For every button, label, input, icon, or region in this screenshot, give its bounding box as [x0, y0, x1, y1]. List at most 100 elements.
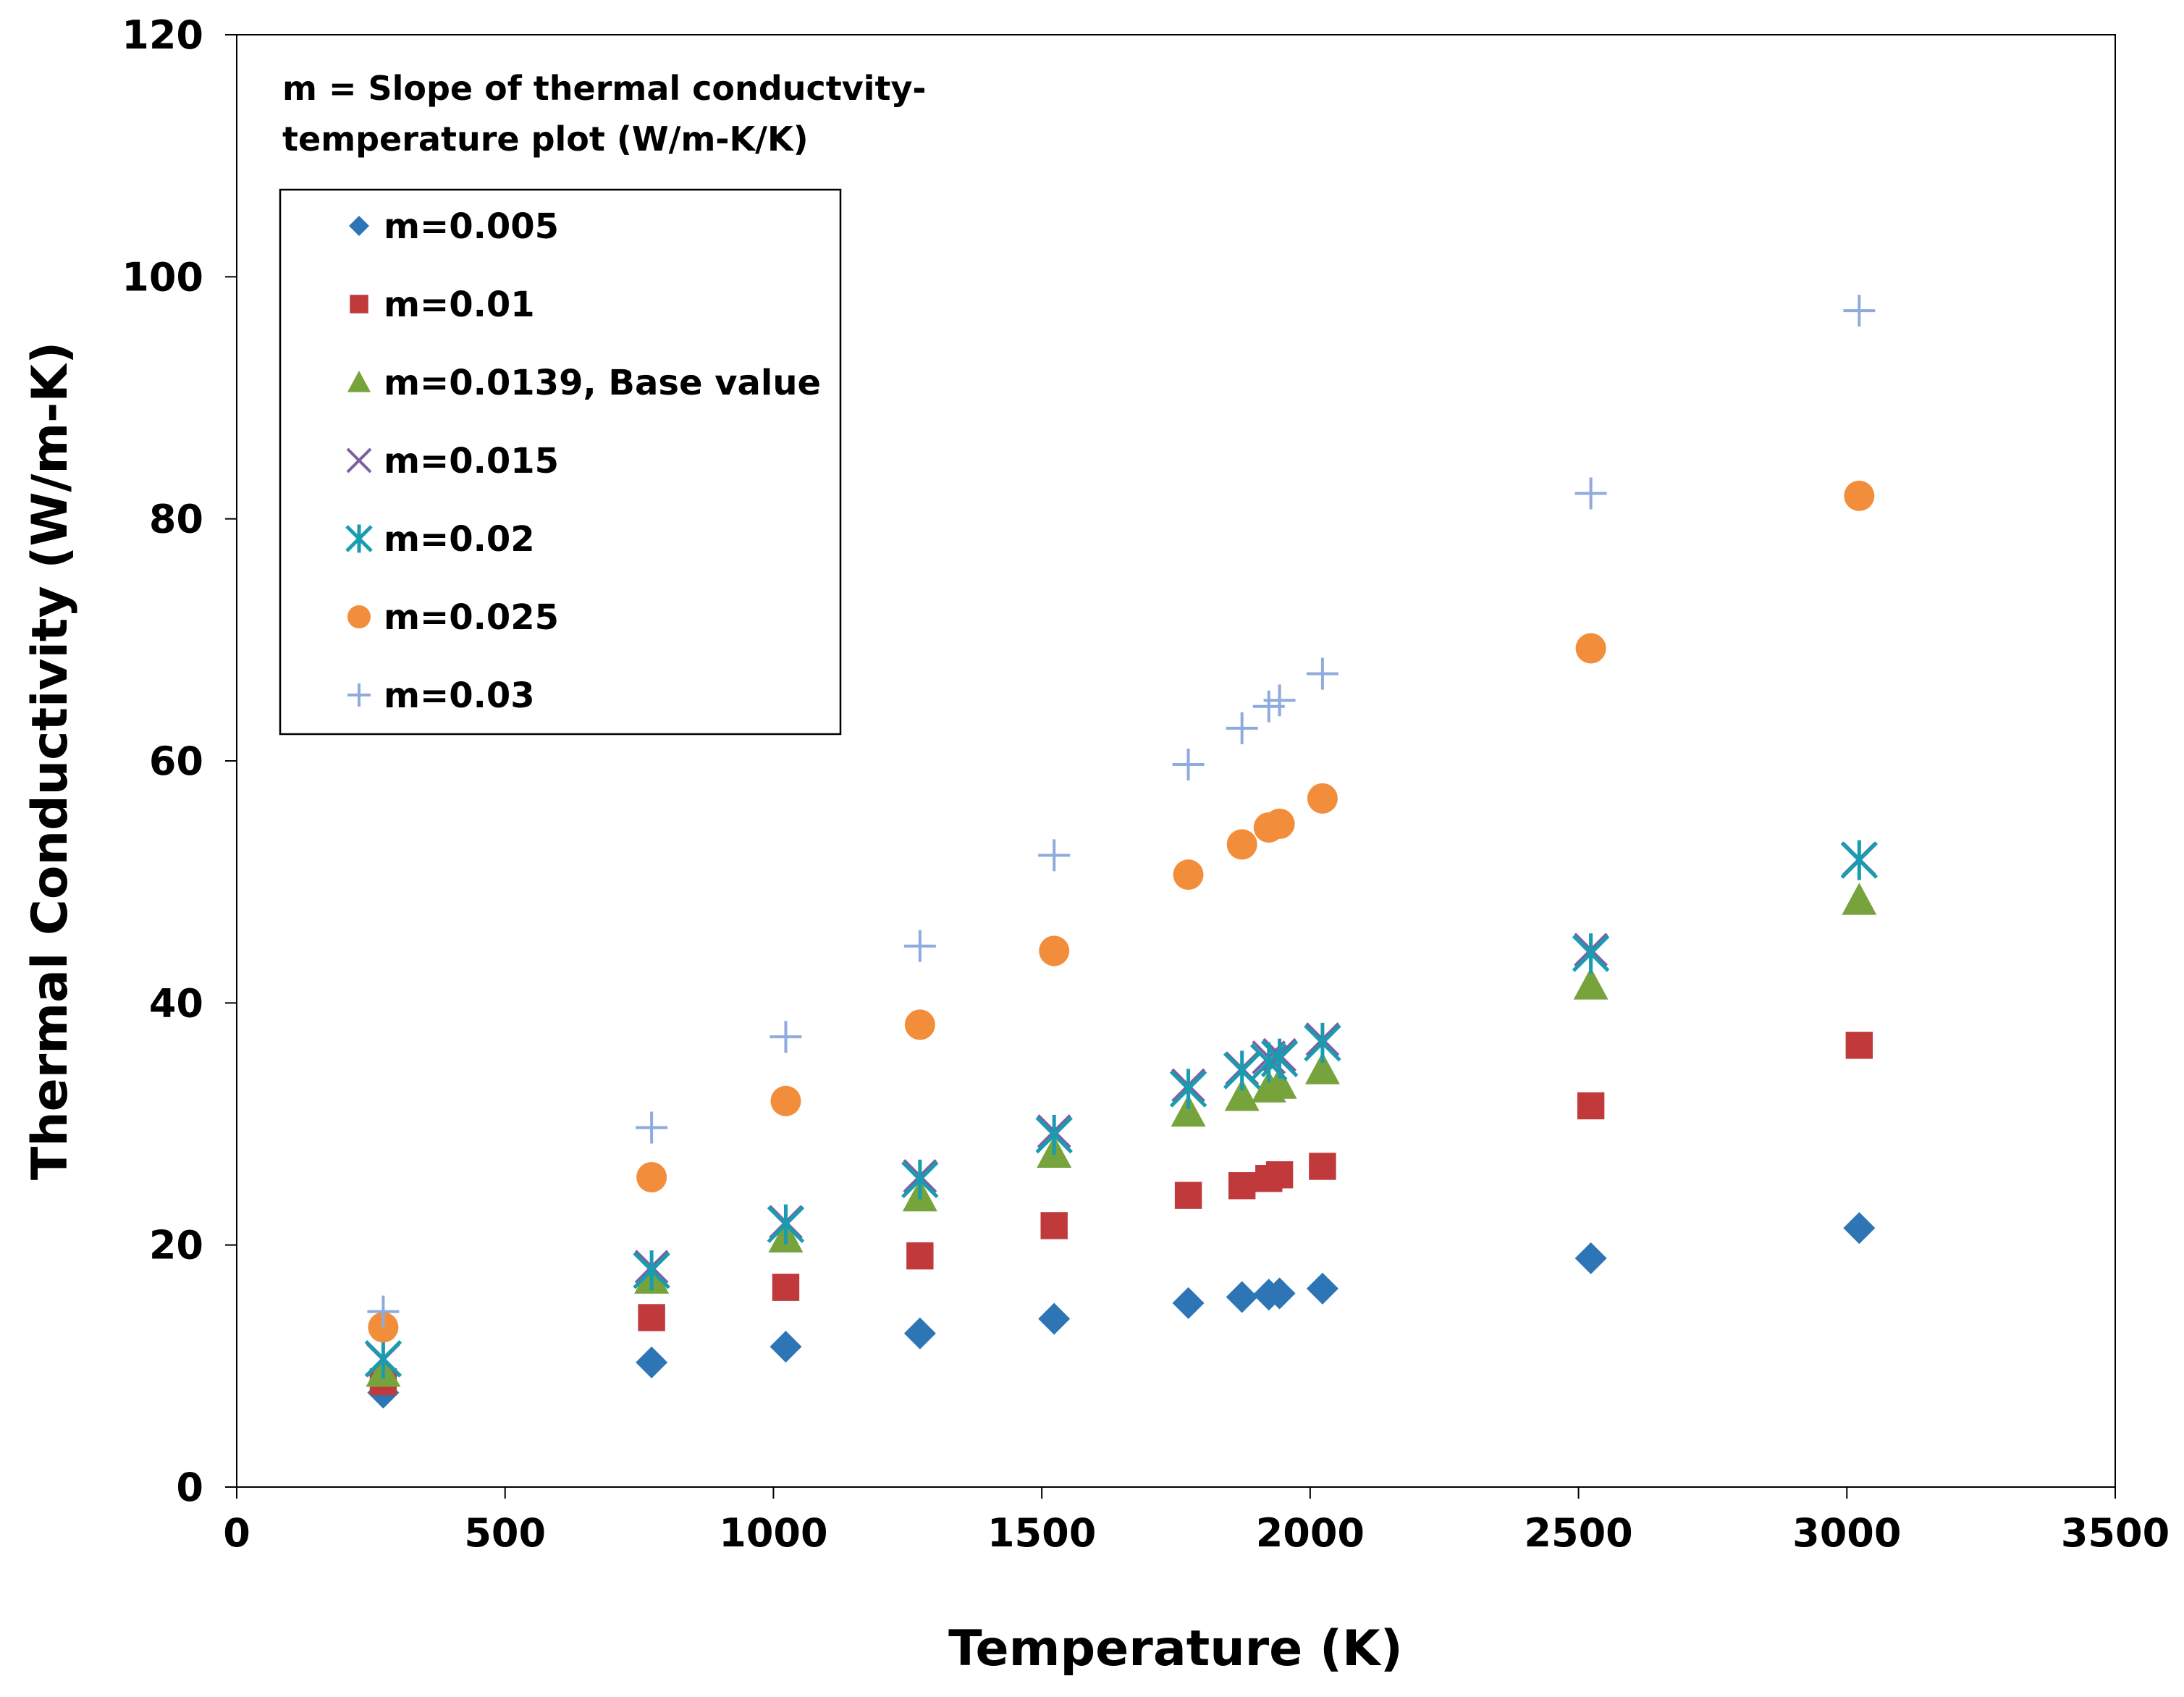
x-tick-label: 1000	[719, 1510, 827, 1556]
data-point-series-7	[1226, 712, 1258, 744]
data-point-series-2	[1845, 1032, 1873, 1059]
data-point-series-5	[1223, 1050, 1261, 1091]
y-tick-label: 120	[122, 12, 203, 58]
y-tick-label: 20	[149, 1223, 203, 1268]
slope-note-line-1: m = Slope of thermal conductvity-	[282, 69, 927, 108]
legend-box	[279, 188, 842, 736]
y-tick-label: 0	[176, 1465, 203, 1510]
data-point-series-1	[1226, 1281, 1258, 1313]
data-point-series-5	[1304, 1022, 1341, 1064]
slope-note-line-2: temperature plot (W/m-K/K)	[282, 119, 809, 159]
data-point-series-6	[1264, 808, 1295, 839]
data-point-series-7	[1574, 477, 1607, 510]
data-point-series-5	[633, 1250, 670, 1291]
legend-item: m=0.01	[350, 285, 535, 325]
data-point-series-2	[1040, 1212, 1068, 1239]
y-tick-label: 40	[149, 980, 203, 1026]
data-point-series-1	[1306, 1272, 1338, 1305]
x-tick-label: 3000	[1792, 1510, 1901, 1556]
y-axis-title: Thermal Conductivity (W/m-K)	[22, 342, 79, 1180]
data-point-series-2	[1265, 1161, 1294, 1189]
data-point-series-6	[1039, 935, 1070, 967]
legend-label: m=0.025	[384, 597, 559, 638]
data-point-series-3	[1573, 967, 1609, 1000]
data-point-series-6	[1575, 633, 1606, 664]
data-points	[364, 295, 1879, 1409]
x-tick-label: 1500	[987, 1510, 1096, 1556]
data-point-series-2	[1309, 1153, 1336, 1180]
legend-item: m=0.015	[346, 441, 559, 481]
data-point-series-1	[1172, 1287, 1205, 1319]
data-point-series-6	[1173, 859, 1204, 890]
data-point-series-2	[1174, 1182, 1202, 1209]
legend: m=0.005 m=0.01 m=0.0139, Base value m=0.015…	[345, 206, 821, 716]
y-tick-label: 80	[149, 497, 203, 542]
data-point-series-5	[1572, 933, 1610, 974]
data-point-series-2	[1228, 1172, 1256, 1200]
data-point-series-7	[1172, 749, 1205, 781]
data-point-series-1	[770, 1331, 802, 1363]
x-tick-label: 0	[223, 1510, 250, 1556]
legend-label: m=0.0139, Base value	[384, 363, 821, 403]
data-point-series-5	[1169, 1069, 1207, 1109]
legend-label: m=0.015	[384, 441, 559, 481]
legend-marker	[350, 295, 368, 313]
data-point-series-3	[1262, 1066, 1297, 1099]
data-point-series-7	[367, 1295, 400, 1328]
legend-item: m=0.005	[349, 206, 559, 247]
x-tick-label: 500	[464, 1510, 546, 1556]
data-point-series-3	[1224, 1079, 1260, 1111]
data-point-series-2	[772, 1273, 800, 1301]
data-point-series-5	[1260, 1038, 1299, 1079]
data-point-series-7	[1306, 657, 1338, 690]
legend-marker	[347, 371, 371, 392]
legend-marker	[346, 447, 372, 473]
data-point-series-1	[1574, 1242, 1607, 1275]
axis-ticks: 0 500 1000 1500 2000 2500 3000 3500 0 20 40 60 80 100…	[122, 12, 2170, 1556]
data-point-series-7	[770, 1021, 802, 1053]
data-point-series-6	[1226, 829, 1257, 860]
legend-item: m=0.02	[345, 519, 535, 560]
data-point-series-2	[1577, 1092, 1605, 1120]
data-point-series-5	[767, 1204, 805, 1245]
data-point-series-7	[1263, 684, 1296, 717]
y-tick-label: 100	[122, 254, 203, 300]
data-point-series-2	[638, 1304, 665, 1331]
data-point-series-6	[904, 1009, 935, 1040]
data-point-series-3	[1304, 1052, 1340, 1085]
y-tick-label: 60	[149, 738, 203, 784]
data-point-series-7	[903, 930, 936, 962]
x-tick-label: 2000	[1256, 1510, 1365, 1556]
data-point-series-2	[906, 1242, 934, 1270]
legend-marker	[347, 605, 371, 628]
data-point-series-1	[1843, 1212, 1876, 1245]
data-point-series-5	[364, 1339, 402, 1379]
data-point-series-1	[1038, 1302, 1071, 1335]
legend-marker	[349, 216, 369, 236]
data-point-series-3	[1171, 1094, 1206, 1127]
data-point-series-6	[1307, 783, 1338, 814]
data-point-series-5	[901, 1159, 939, 1200]
x-tick-label: 3500	[2061, 1510, 2170, 1556]
data-point-series-1	[903, 1317, 936, 1349]
x-tick-label: 2500	[1524, 1510, 1632, 1556]
data-point-series-5	[1035, 1114, 1073, 1155]
data-point-series-3	[1842, 883, 1877, 915]
legend-item: m=0.03	[347, 675, 535, 716]
legend-marker	[345, 524, 373, 553]
legend-label: m=0.02	[384, 519, 535, 560]
data-point-series-7	[1843, 295, 1876, 327]
data-point-series-6	[636, 1162, 667, 1193]
legend-label: m=0.03	[384, 675, 535, 716]
legend-item: m=0.025	[347, 597, 559, 638]
data-point-series-1	[1263, 1277, 1296, 1310]
data-point-series-7	[636, 1111, 668, 1144]
data-point-series-6	[1844, 480, 1875, 511]
legend-item: m=0.0139, Base value	[347, 363, 821, 403]
legend-marker	[347, 683, 371, 707]
legend-label: m=0.005	[384, 206, 559, 247]
data-point-series-1	[636, 1346, 668, 1378]
legend-label: m=0.01	[384, 285, 535, 325]
x-axis-title: Temperature (K)	[948, 1620, 1403, 1677]
